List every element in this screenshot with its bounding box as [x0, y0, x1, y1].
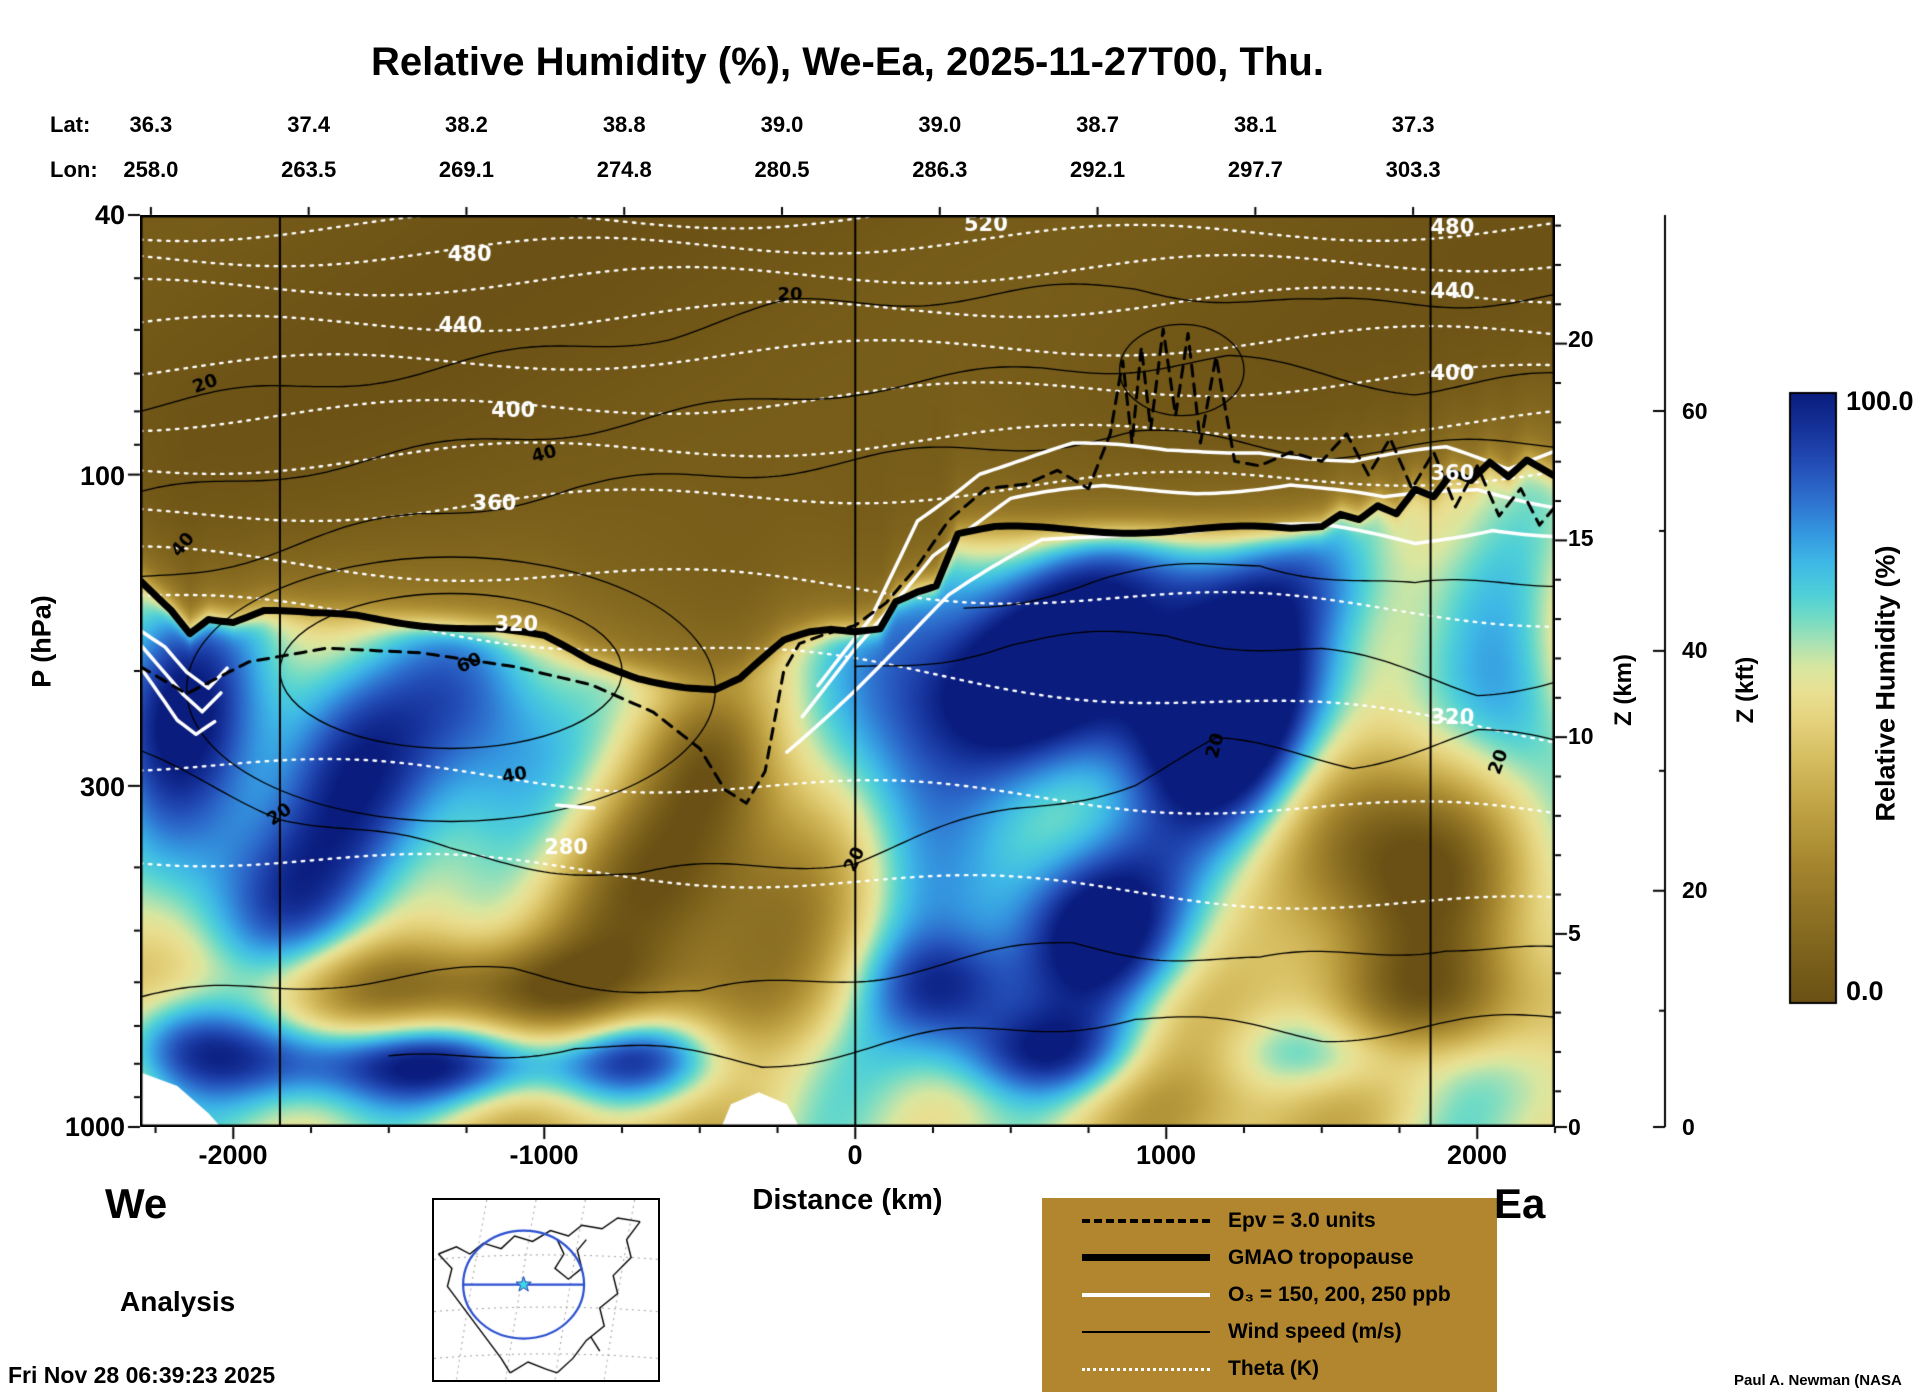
- lat-value: 39.0: [760, 112, 804, 137]
- lon-value: 303.3: [1385, 157, 1441, 182]
- legend: Epv = 3.0 units GMAO tropopause O₃ = 150…: [1042, 1198, 1497, 1392]
- legend-label: Epv = 3.0 units: [1228, 1208, 1376, 1232]
- distance-tick: 1000: [1135, 1140, 1197, 1170]
- pressure-tick: 100: [79, 461, 125, 491]
- legend-label: O₃ = 150, 200, 250 ppb: [1228, 1282, 1451, 1306]
- dashed-line-sample: [1082, 1218, 1210, 1223]
- lat-value: 36.3: [129, 112, 173, 137]
- lat-value: 39.0: [918, 112, 962, 137]
- thin-line-sample: [1082, 1331, 1210, 1334]
- analysis-label: Analysis: [120, 1286, 236, 1317]
- lat-value: 37.4: [287, 112, 331, 137]
- legend-item-ozone: O₃ = 150, 200, 250 ppb: [1042, 1278, 1497, 1312]
- thick-line-sample: [1082, 1254, 1210, 1262]
- pressure-axis-label: P (hPa): [26, 595, 57, 688]
- lat-value: 38.2: [445, 112, 488, 137]
- zkft-tick: 40: [1682, 637, 1708, 663]
- lon-value: 297.7: [1227, 157, 1283, 182]
- legend-item-theta: Theta (K): [1042, 1352, 1497, 1386]
- east-end-label: Ea: [1494, 1180, 1546, 1227]
- legend-item-tropopause: GMAO tropopause: [1042, 1241, 1497, 1275]
- zkm-tick: 20: [1568, 326, 1594, 352]
- west-end-label: We: [105, 1180, 168, 1227]
- legend-label: Theta (K): [1228, 1357, 1319, 1381]
- lon-value: 274.8: [596, 157, 652, 182]
- lon-value: 263.5: [281, 157, 337, 182]
- distance-tick: 2000: [1446, 1140, 1508, 1170]
- distance-tick: -2000: [198, 1140, 268, 1170]
- legend-label: GMAO tropopause: [1228, 1245, 1414, 1269]
- lon-value: 286.3: [912, 157, 968, 182]
- credit: Paul A. Newman (NASA: [1734, 1372, 1902, 1389]
- lon-value: 269.1: [438, 157, 494, 182]
- zkft-tick: 0: [1682, 1114, 1695, 1140]
- zkm-tick: 5: [1568, 920, 1581, 946]
- legend-label: Wind speed (m/s): [1228, 1320, 1402, 1344]
- legend-item-wind: Wind speed (m/s): [1042, 1315, 1497, 1349]
- dotted-line-sample: [1082, 1367, 1210, 1371]
- page-title: Relative Humidity (%), We-Ea, 2025-11-27…: [371, 40, 1324, 84]
- lat-axis-caption: Lat:: [50, 112, 91, 137]
- zkft-axis-label: Z (kft): [1732, 656, 1759, 724]
- lat-value: 38.7: [1076, 112, 1119, 137]
- lon-value: 258.0: [123, 157, 179, 182]
- lat-value: 38.8: [602, 112, 646, 137]
- zkft-tick: 20: [1682, 877, 1708, 903]
- zkm-tick: 0: [1568, 1114, 1581, 1140]
- lat-values-row: 36.3 37.4 38.2 38.8 39.0 39.0 38.7 38.1 …: [72, 112, 1492, 138]
- lat-value: 38.1: [1233, 112, 1277, 137]
- lon-value: 280.5: [754, 157, 810, 182]
- zkm-axis-label: Z (km): [1610, 654, 1637, 726]
- zkm-tick: 15: [1568, 525, 1594, 551]
- colorbar-min-label: 0.0: [1846, 976, 1884, 1006]
- lat-value: 37.3: [1391, 112, 1435, 137]
- pressure-tick: 1000: [64, 1112, 125, 1142]
- colorbar-title: Relative Humidity (%): [1870, 545, 1901, 822]
- distance-axis-label: Distance (km): [752, 1184, 943, 1216]
- zkm-tick: 10: [1568, 723, 1594, 749]
- lon-value: 292.1: [1070, 157, 1126, 182]
- distance-tick: 0: [847, 1140, 863, 1170]
- pressure-tick: 40: [94, 200, 125, 230]
- pressure-tick: 300: [79, 772, 125, 802]
- zkft-tick: 60: [1682, 398, 1708, 424]
- colorbar-max-label: 100.0: [1846, 386, 1914, 416]
- white-line-sample: [1082, 1292, 1210, 1297]
- legend-item-epv: Epv = 3.0 units: [1042, 1204, 1497, 1238]
- lon-values-row: 258.0 263.5 269.1 274.8 280.5 286.3 292.…: [72, 157, 1492, 183]
- distance-tick: -1000: [509, 1140, 579, 1170]
- timestamp: Fri Nov 28 06:39:23 2025: [8, 1362, 276, 1388]
- lon-axis-caption: Lon:: [50, 157, 98, 182]
- inset-map: [432, 1198, 660, 1382]
